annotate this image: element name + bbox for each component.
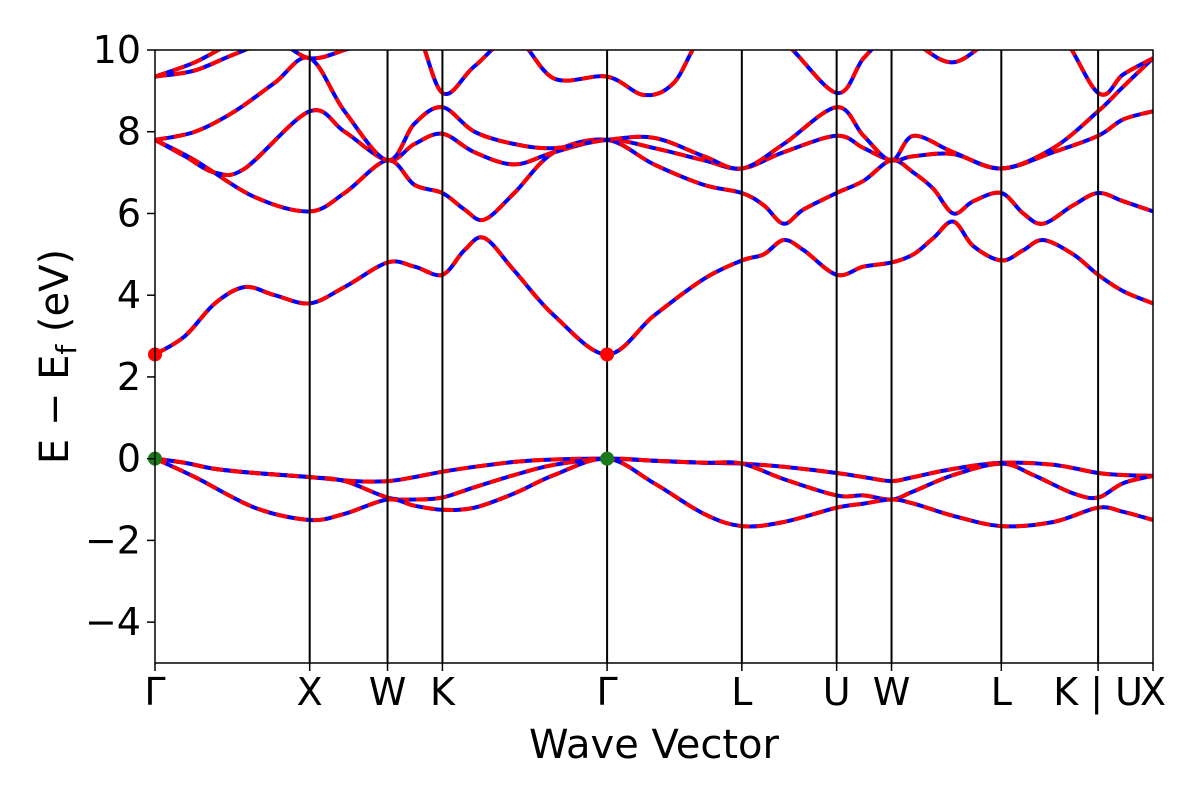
ytick-label-2: 0 [117,437,141,481]
high-symmetry-lines [308,50,1100,663]
band-6-dashed [155,55,1153,171]
ytick-label-4: 4 [117,273,141,317]
extrema-markers [148,347,615,466]
ytick-label-7: 10 [93,28,141,72]
kpoint-label-9: K | U [1053,670,1143,715]
vbm-marker-3 [600,451,615,466]
band-2-solid [155,456,1153,529]
ytick-label-0: −4 [85,600,141,644]
band-8-dashed [155,50,223,79]
kpoint-label-1: X [297,670,323,714]
kpoint-label-2: W [369,670,407,714]
band-8-solid [155,50,223,79]
bands-layer [155,50,1153,529]
y-axis-title: E − Ef (eV) [32,249,83,464]
kpoint-label-0: Γ [144,670,165,714]
plot-frame [154,49,1154,664]
x-axis-title: Wave Vector [529,722,780,768]
kpoint-label-3: K [430,670,456,714]
kpoint-label-7: W [873,670,911,714]
ytick-label-3: 2 [117,355,141,399]
band-4-solid [155,137,1153,226]
cbm-marker-1 [600,347,615,362]
ytick-label-5: 6 [117,191,141,235]
band-1-dashed [155,456,1153,502]
kpoint-label-8: L [991,670,1012,714]
y-axis-title-subscript: f [50,344,83,355]
band-7-dashed [155,50,1153,98]
ytick-label-1: −2 [85,518,141,562]
band-3-dashed [155,219,1153,357]
band-2-dashed [155,456,1153,529]
kpoint-label-5: L [731,670,752,714]
y-axis-ticks: −4 −2 0 2 4 6 8 10 [85,28,155,644]
kpoint-label-6: U [823,670,851,714]
kpoint-label-4: Γ [597,670,618,714]
y-axis-title-prefix: E − E [32,355,78,465]
band-1-solid [155,456,1153,502]
band-3-solid [155,219,1153,357]
y-axis-title-suffix: (eV) [32,249,78,345]
kpoint-label-10: X [1140,670,1166,714]
ytick-label-6: 8 [117,110,141,154]
